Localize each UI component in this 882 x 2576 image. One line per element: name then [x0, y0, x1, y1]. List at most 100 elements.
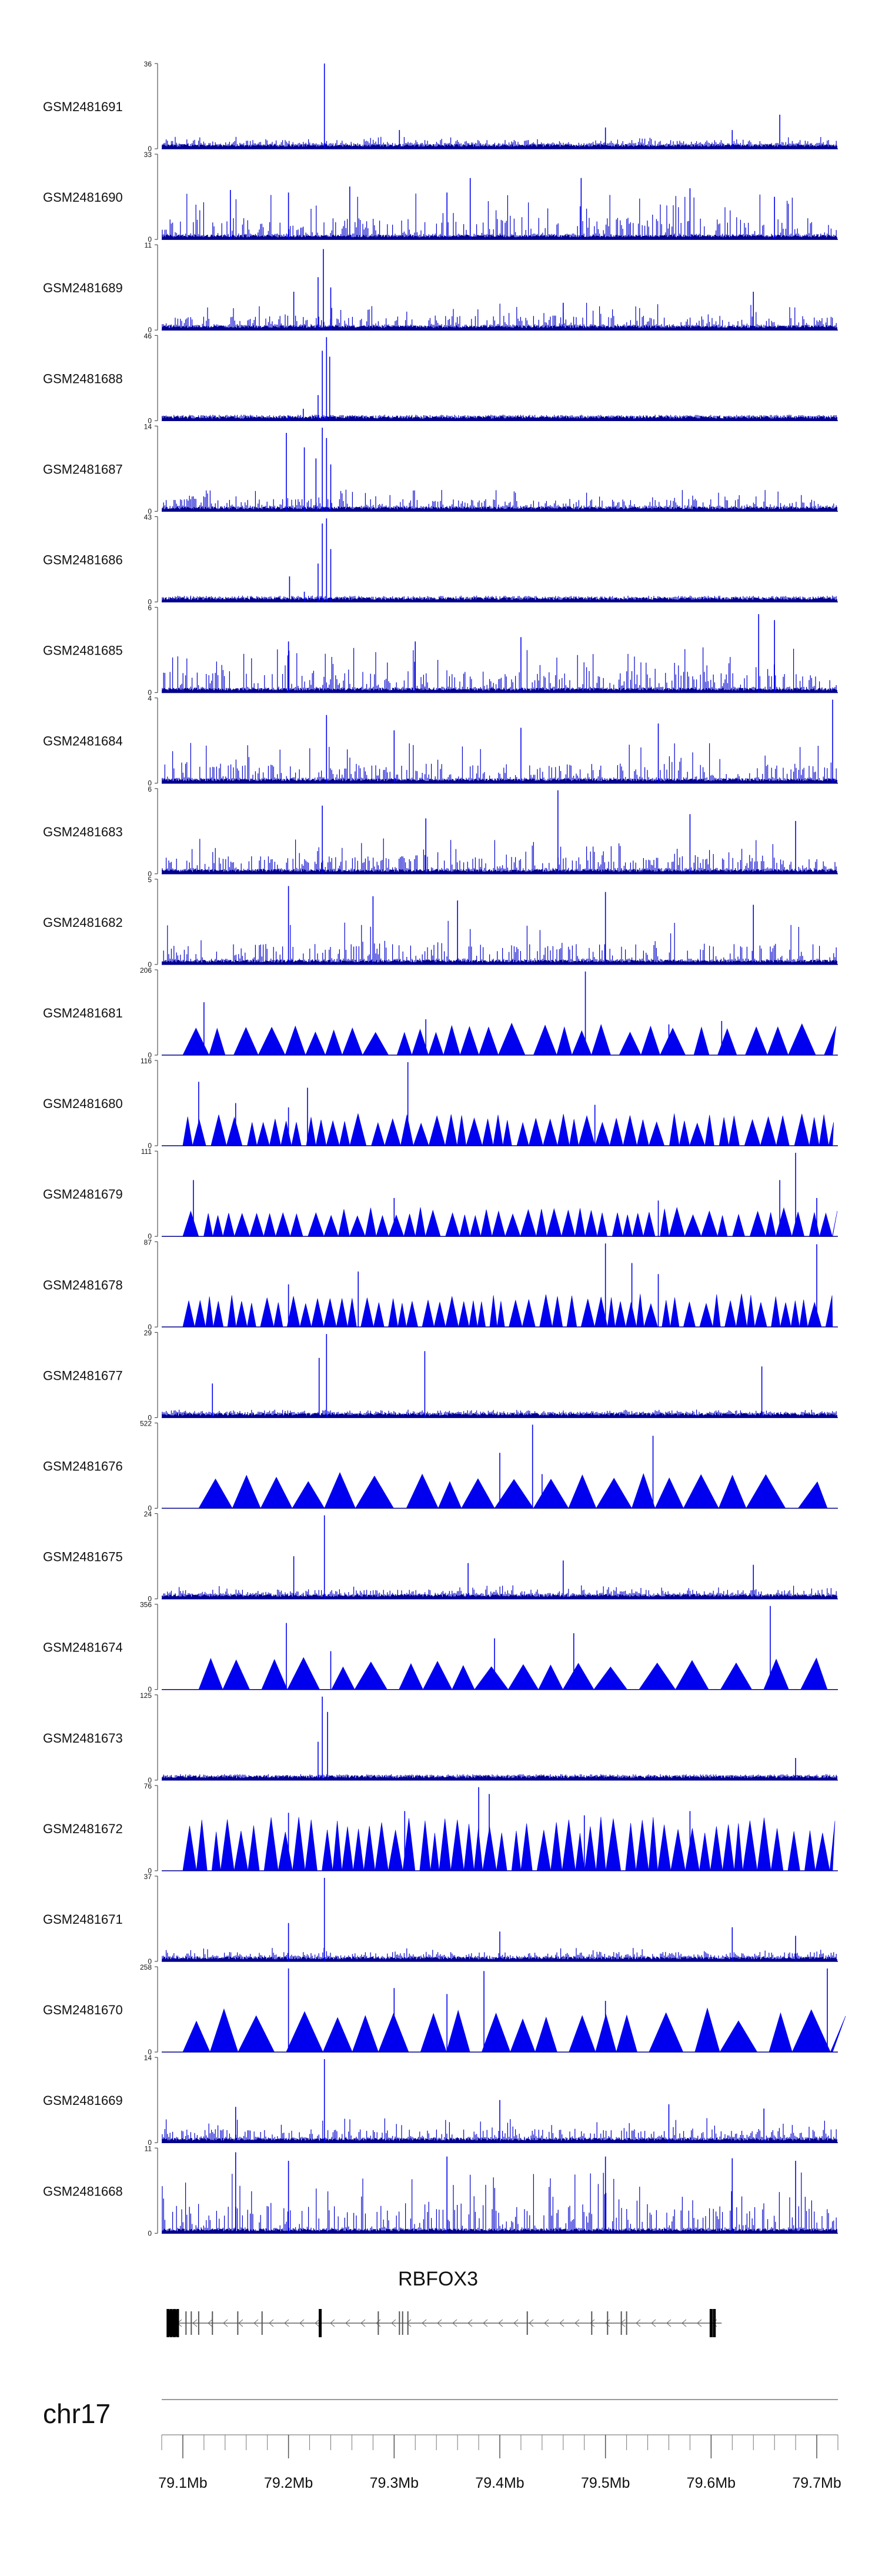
strand-arrow — [483, 2319, 488, 2327]
coverage-baseline — [162, 1594, 837, 1599]
strand-arrow — [605, 2319, 610, 2327]
y-axis-min-label: 0 — [148, 1867, 152, 1875]
y-axis-min-label: 0 — [148, 1051, 152, 1059]
strand-arrow — [651, 2319, 656, 2327]
gene-exon — [191, 2311, 192, 2335]
genome-axis-track: chr17 79.1Mb 79.2Mb 79.3Mb 79.4Mb 79.5Mb 79.6… — [43, 2398, 841, 2491]
y-axis-min-label: 0 — [148, 1595, 152, 1603]
gene-exon — [591, 2311, 593, 2335]
gene-exon — [261, 2311, 263, 2335]
strand-arrow — [330, 2319, 335, 2327]
track-GSM2481677: GSM2481677 29 0 — [43, 1329, 838, 1422]
track-GSM2481686: GSM2481686 43 0 — [43, 513, 838, 606]
y-axis-max-label: 46 — [144, 332, 152, 340]
y-axis-min-label: 0 — [148, 235, 152, 243]
y-axis-max-label: 111 — [141, 1147, 152, 1156]
y-axis-max-label: 76 — [144, 1782, 152, 1790]
gene-exon — [713, 2309, 716, 2337]
strand-arrow — [406, 2319, 412, 2327]
strand-arrow — [192, 2319, 198, 2327]
x-axis-tick-label: 79.2Mb — [264, 2475, 313, 2491]
gene-exon — [377, 2311, 379, 2335]
track-label: GSM2481690 — [43, 190, 123, 205]
y-axis-max-label: 87 — [144, 1238, 152, 1246]
strand-arrow — [253, 2319, 259, 2327]
track-GSM2481669: GSM2481669 14 0 — [43, 2054, 838, 2147]
strand-arrow — [590, 2319, 595, 2327]
strand-arrow — [498, 2319, 503, 2327]
track-GSM2481675: GSM2481675 24 0 — [43, 1510, 838, 1603]
track-label: GSM2481681 — [43, 1006, 123, 1020]
x-axis-tick-label: 79.6Mb — [687, 2475, 736, 2491]
y-axis-max-label: 43 — [144, 513, 152, 522]
strand-arrow — [437, 2319, 442, 2327]
track-GSM2481689: GSM2481689 11 0 — [43, 241, 838, 334]
y-axis-max-label: 125 — [140, 1691, 152, 1700]
coverage-bars — [162, 193, 837, 240]
y-axis-min-label: 0 — [148, 1504, 152, 1513]
coverage-baseline — [162, 506, 837, 512]
track-label: GSM2481670 — [43, 2003, 123, 2017]
track-label: GSM2481672 — [43, 1821, 123, 1836]
track-label: GSM2481676 — [43, 1459, 123, 1474]
y-axis-max-label: 14 — [144, 2054, 152, 2062]
y-axis-max-label: 258 — [140, 1963, 152, 1971]
track-label: GSM2481671 — [43, 1912, 123, 1927]
track-label: GSM2481684 — [43, 734, 123, 749]
gene-exon — [402, 2311, 403, 2335]
y-axis-max-label: 14 — [144, 422, 152, 431]
coverage-baseline — [162, 1775, 837, 1780]
track-GSM2481674: GSM2481674 356 0 — [43, 1601, 838, 1694]
y-axis-min-label: 0 — [148, 1776, 152, 1784]
y-axis-max-label: 24 — [144, 1510, 152, 1519]
track-label: GSM2481674 — [43, 1640, 123, 1655]
track-label: GSM2481689 — [43, 281, 123, 295]
coverage-baseline — [162, 959, 837, 965]
coverage-triangles — [182, 1293, 833, 1327]
y-axis-min-label: 0 — [148, 1142, 152, 1150]
gene-exon — [212, 2311, 213, 2335]
track-label: GSM2481669 — [43, 2093, 123, 2108]
y-axis-min-label: 0 — [148, 2048, 152, 2056]
data-tracks: GSM2481691360GSM2481690330GSM2481689110G… — [43, 60, 846, 2237]
gene-exon — [620, 2311, 622, 2335]
gene-annotation-track: RBFOX3 — [166, 2268, 722, 2337]
coverage-triangles — [182, 1113, 834, 1146]
coverage-triangles — [182, 1817, 836, 1871]
strand-arrow — [284, 2319, 289, 2327]
track-label: GSM2481675 — [43, 1550, 123, 1564]
gene-exon — [185, 2311, 187, 2335]
y-axis-min-label: 0 — [148, 1232, 152, 1240]
strand-arrow — [376, 2319, 381, 2327]
track-GSM2481687: GSM2481687 14 0 — [43, 422, 838, 515]
track-GSM2481691: GSM2481691 36 0 — [43, 60, 838, 153]
strand-arrow — [391, 2319, 396, 2327]
track-label: GSM2481691 — [43, 99, 123, 114]
y-axis-min-label: 0 — [148, 2229, 152, 2237]
coverage-baseline — [162, 235, 837, 240]
y-axis-min-label: 0 — [148, 416, 152, 425]
track-GSM2481680: GSM2481680 116 0 — [43, 1057, 838, 1150]
strand-arrow — [529, 2319, 534, 2327]
coverage-baseline — [162, 325, 837, 331]
y-axis-max-label: 37 — [144, 1873, 152, 1881]
strand-arrow — [544, 2319, 549, 2327]
track-label: GSM2481680 — [43, 1096, 123, 1111]
gene-exon — [626, 2311, 627, 2335]
track-label: GSM2481678 — [43, 1277, 123, 1292]
strand-arrow — [452, 2319, 457, 2327]
coverage-bars — [162, 2173, 837, 2234]
coverage-baseline — [162, 2228, 837, 2234]
track-label: GSM2481677 — [43, 1368, 123, 1383]
y-axis-min-label: 0 — [148, 507, 152, 515]
track-GSM2481668: GSM2481668 11 0 — [43, 2144, 838, 2237]
strand-arrow — [238, 2319, 243, 2327]
coverage-baseline — [162, 416, 837, 421]
strand-arrow — [513, 2319, 519, 2327]
strand-arrow — [697, 2319, 702, 2327]
x-axis-tick-label: 79.7Mb — [792, 2475, 841, 2491]
y-axis-min-label: 0 — [148, 689, 152, 697]
coverage-triangles — [182, 1206, 838, 1237]
y-axis-max-label: 522 — [140, 1420, 152, 1428]
strand-arrow — [299, 2319, 305, 2327]
